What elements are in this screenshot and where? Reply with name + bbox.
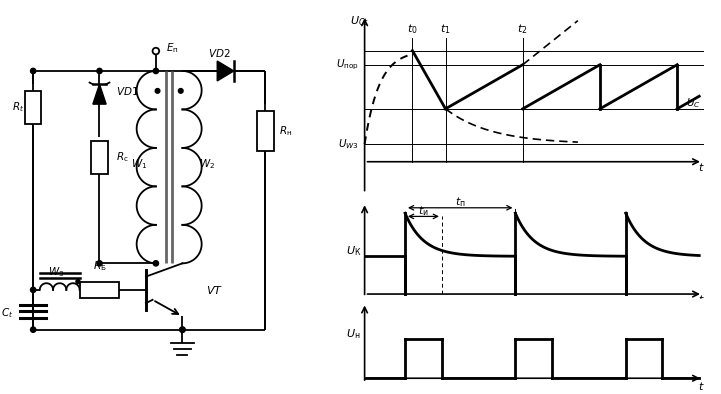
Text: $R_t$: $R_t$ — [12, 100, 25, 114]
Text: $U_{\mathrm{н}}$: $U_{\mathrm{н}}$ — [346, 327, 360, 341]
Text: $VD1$: $VD1$ — [116, 85, 139, 97]
Circle shape — [180, 327, 185, 332]
Text: $t_0$: $t_0$ — [407, 22, 417, 36]
Text: $W_3$: $W_3$ — [48, 265, 65, 279]
Text: $U_{\mathrm{пор}}$: $U_{\mathrm{пор}}$ — [336, 58, 359, 72]
Circle shape — [30, 287, 36, 292]
Circle shape — [30, 327, 36, 332]
Text: $R_\mathrm{Б}$: $R_\mathrm{Б}$ — [93, 260, 106, 273]
Text: $R_\mathrm{н}$: $R_\mathrm{н}$ — [278, 124, 292, 138]
Bar — [91, 141, 108, 174]
Text: $E_\mathrm{п}$: $E_\mathrm{п}$ — [166, 41, 179, 55]
Circle shape — [76, 280, 80, 284]
Circle shape — [97, 68, 102, 74]
Text: $t_2$: $t_2$ — [518, 22, 528, 36]
Text: $U_{Ct}$: $U_{Ct}$ — [350, 14, 368, 28]
Text: $C_t$: $C_t$ — [1, 306, 13, 320]
Bar — [25, 91, 42, 124]
Text: $U_{W3}$: $U_{W3}$ — [338, 137, 359, 151]
Circle shape — [154, 68, 159, 74]
Text: $t$: $t$ — [698, 294, 704, 305]
Text: $t$: $t$ — [698, 380, 704, 392]
Text: $W_2$: $W_2$ — [199, 157, 215, 171]
Text: $W_1$: $W_1$ — [131, 157, 147, 171]
Polygon shape — [217, 61, 234, 81]
Text: $U_{\mathrm{К}}$: $U_{\mathrm{К}}$ — [346, 244, 362, 258]
Text: $t_\mathrm{п}$: $t_\mathrm{п}$ — [455, 195, 466, 209]
Bar — [79, 282, 120, 298]
Bar — [257, 111, 274, 151]
Circle shape — [30, 68, 36, 74]
Text: $VD2$: $VD2$ — [208, 47, 230, 59]
Circle shape — [153, 48, 159, 54]
Polygon shape — [93, 84, 106, 104]
Circle shape — [155, 89, 160, 93]
Text: $VT$: $VT$ — [205, 284, 223, 296]
Text: $t_\mathrm{и}$: $t_\mathrm{и}$ — [418, 204, 429, 218]
Circle shape — [180, 327, 185, 332]
Circle shape — [154, 261, 159, 266]
Text: $t_1$: $t_1$ — [441, 22, 451, 36]
Text: $U_C$: $U_C$ — [686, 97, 701, 110]
Circle shape — [97, 261, 102, 266]
Circle shape — [178, 89, 183, 93]
Text: $t$: $t$ — [698, 161, 704, 173]
Text: $R_\mathrm{c}$: $R_\mathrm{c}$ — [116, 150, 129, 164]
